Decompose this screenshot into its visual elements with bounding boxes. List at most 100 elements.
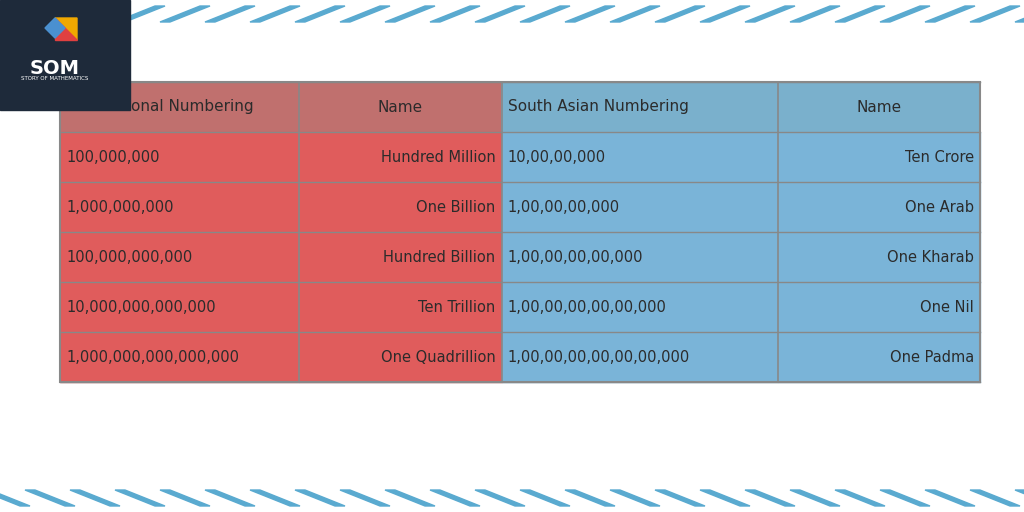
Bar bbox=[777, 132, 980, 182]
Polygon shape bbox=[55, 18, 77, 40]
Bar bbox=[502, 132, 777, 182]
Polygon shape bbox=[835, 6, 885, 22]
Text: 1,000,000,000: 1,000,000,000 bbox=[66, 200, 173, 215]
Polygon shape bbox=[610, 490, 660, 506]
Text: South Asian Numbering: South Asian Numbering bbox=[508, 99, 688, 115]
Text: 1,000,000,000,000,000: 1,000,000,000,000,000 bbox=[66, 350, 239, 365]
Polygon shape bbox=[250, 490, 300, 506]
Text: One Quadrillion: One Quadrillion bbox=[381, 350, 496, 365]
Polygon shape bbox=[205, 6, 255, 22]
Polygon shape bbox=[160, 490, 210, 506]
Text: Ten Trillion: Ten Trillion bbox=[419, 300, 496, 314]
Text: 100,000,000,000: 100,000,000,000 bbox=[66, 249, 193, 265]
Polygon shape bbox=[430, 490, 480, 506]
Polygon shape bbox=[45, 18, 65, 38]
Polygon shape bbox=[70, 6, 120, 22]
Bar bbox=[299, 332, 502, 382]
Polygon shape bbox=[115, 6, 165, 22]
Polygon shape bbox=[790, 6, 840, 22]
Polygon shape bbox=[70, 490, 120, 506]
Bar bbox=[60, 282, 299, 332]
Text: 10,00,00,000: 10,00,00,000 bbox=[508, 150, 606, 164]
Bar bbox=[60, 132, 299, 182]
Polygon shape bbox=[610, 6, 660, 22]
Bar bbox=[777, 182, 980, 232]
Bar bbox=[0, 0, 130, 110]
Bar bbox=[60, 82, 299, 132]
Polygon shape bbox=[790, 490, 840, 506]
Polygon shape bbox=[295, 490, 345, 506]
Text: Name: Name bbox=[378, 99, 423, 115]
Polygon shape bbox=[880, 6, 930, 22]
Polygon shape bbox=[655, 490, 705, 506]
Polygon shape bbox=[745, 6, 795, 22]
Text: 1,00,00,00,000: 1,00,00,00,000 bbox=[508, 200, 620, 215]
Polygon shape bbox=[340, 490, 390, 506]
Polygon shape bbox=[565, 490, 615, 506]
Bar bbox=[502, 82, 777, 132]
Polygon shape bbox=[475, 6, 525, 22]
Text: One Kharab: One Kharab bbox=[887, 249, 974, 265]
Polygon shape bbox=[55, 18, 77, 40]
Polygon shape bbox=[25, 6, 75, 22]
Bar bbox=[502, 182, 777, 232]
Polygon shape bbox=[430, 6, 480, 22]
Bar bbox=[777, 82, 980, 132]
Polygon shape bbox=[25, 490, 75, 506]
Polygon shape bbox=[0, 490, 30, 506]
Polygon shape bbox=[835, 490, 885, 506]
Text: 10,000,000,000,000: 10,000,000,000,000 bbox=[66, 300, 216, 314]
Bar bbox=[299, 132, 502, 182]
Text: International Numbering: International Numbering bbox=[66, 99, 254, 115]
Polygon shape bbox=[160, 6, 210, 22]
Polygon shape bbox=[0, 6, 30, 22]
Bar bbox=[299, 82, 502, 132]
Bar bbox=[60, 332, 299, 382]
Bar bbox=[299, 282, 502, 332]
Polygon shape bbox=[970, 6, 1020, 22]
Polygon shape bbox=[565, 6, 615, 22]
Text: Hundred Billion: Hundred Billion bbox=[383, 249, 496, 265]
Polygon shape bbox=[925, 6, 975, 22]
Bar bbox=[299, 182, 502, 232]
Bar bbox=[60, 182, 299, 232]
Bar bbox=[502, 232, 777, 282]
Text: 1,00,00,00,00,00,000: 1,00,00,00,00,00,000 bbox=[508, 300, 667, 314]
Polygon shape bbox=[295, 6, 345, 22]
Text: One Arab: One Arab bbox=[905, 200, 974, 215]
Polygon shape bbox=[880, 490, 930, 506]
Text: 1,00,00,00,00,000: 1,00,00,00,00,000 bbox=[508, 249, 643, 265]
Bar bbox=[502, 332, 777, 382]
Polygon shape bbox=[340, 6, 390, 22]
Bar bbox=[777, 332, 980, 382]
Bar bbox=[777, 282, 980, 332]
Text: STORY OF MATHEMATICS: STORY OF MATHEMATICS bbox=[22, 75, 89, 80]
Polygon shape bbox=[250, 6, 300, 22]
Text: Name: Name bbox=[856, 99, 901, 115]
Polygon shape bbox=[115, 490, 165, 506]
Bar bbox=[60, 232, 299, 282]
Text: SOM: SOM bbox=[30, 58, 80, 77]
Polygon shape bbox=[1015, 490, 1024, 506]
Text: Ten Crore: Ten Crore bbox=[905, 150, 974, 164]
Bar bbox=[777, 232, 980, 282]
Polygon shape bbox=[385, 490, 435, 506]
Bar bbox=[299, 232, 502, 282]
Polygon shape bbox=[655, 6, 705, 22]
Text: 100,000,000: 100,000,000 bbox=[66, 150, 160, 164]
Text: One Nil: One Nil bbox=[921, 300, 974, 314]
Bar bbox=[502, 282, 777, 332]
Text: Hundred Million: Hundred Million bbox=[381, 150, 496, 164]
Text: One Billion: One Billion bbox=[417, 200, 496, 215]
Bar bbox=[60, 82, 980, 382]
Polygon shape bbox=[475, 490, 525, 506]
Text: 1,00,00,00,00,00,00,000: 1,00,00,00,00,00,00,000 bbox=[508, 350, 690, 365]
Polygon shape bbox=[385, 6, 435, 22]
Polygon shape bbox=[205, 490, 255, 506]
Polygon shape bbox=[520, 490, 570, 506]
Polygon shape bbox=[970, 490, 1020, 506]
Polygon shape bbox=[745, 490, 795, 506]
Text: One Padma: One Padma bbox=[890, 350, 974, 365]
Polygon shape bbox=[925, 490, 975, 506]
Polygon shape bbox=[700, 6, 750, 22]
